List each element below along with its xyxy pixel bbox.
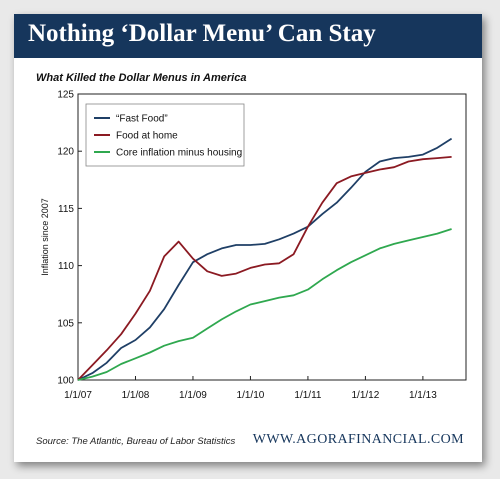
line-chart: 100 105 110 115 120 125 1/1/07 1/1/08 1/1/09 1/1/… <box>40 90 467 401</box>
series-line-0 <box>77 137 453 381</box>
series-line-2 <box>77 228 452 381</box>
chart-series <box>77 137 453 381</box>
chart-axes: 100 105 110 115 120 125 1/1/07 1/1/08 1/1/09 1/1/… <box>40 90 467 401</box>
legend-label: Food at home <box>116 131 178 142</box>
y-tick-label: 120 <box>57 147 74 158</box>
series-line-1 <box>77 156 452 381</box>
x-tick-label: 1/1/09 <box>179 390 207 401</box>
brand-url[interactable]: WWW.AGORAFINANCIAL.COM <box>252 432 464 447</box>
x-tick-label: 1/1/07 <box>64 390 92 401</box>
x-tick-label: 1/1/11 <box>294 390 321 401</box>
legend-label: “Fast Food” <box>116 114 168 125</box>
x-tick-label: 1/1/13 <box>409 390 437 401</box>
legend-label: Core inflation minus housing <box>116 148 242 159</box>
title-banner: Nothing ‘Dollar Menu’ Can Stay <box>14 14 482 58</box>
y-tick-label: 105 <box>57 318 74 329</box>
source-note: Source: The Atlantic, Bureau of Labor St… <box>36 436 236 447</box>
chart-title: What Killed the Dollar Menus in America <box>36 72 247 84</box>
chart-legend: “Fast Food” Food at home Core inflation mi… <box>85 103 245 167</box>
legend-box <box>85 103 245 167</box>
plot-frame <box>77 93 467 381</box>
x-tick-label: 1/1/08 <box>122 390 150 401</box>
chart-card: Nothing ‘Dollar Menu’ Can Stay What Kill… <box>14 14 482 462</box>
y-tick-label: 100 <box>57 376 74 387</box>
y-tick-label: 115 <box>58 204 74 215</box>
banner-title: Nothing ‘Dollar Menu’ Can Stay <box>28 20 376 47</box>
x-tick-label: 1/1/12 <box>352 390 380 401</box>
y-axis-label: Inflation since 2007 <box>40 198 50 276</box>
y-tick-label: 110 <box>58 261 74 272</box>
x-tick-label: 1/1/10 <box>237 390 265 401</box>
y-tick-label: 125 <box>57 90 74 101</box>
